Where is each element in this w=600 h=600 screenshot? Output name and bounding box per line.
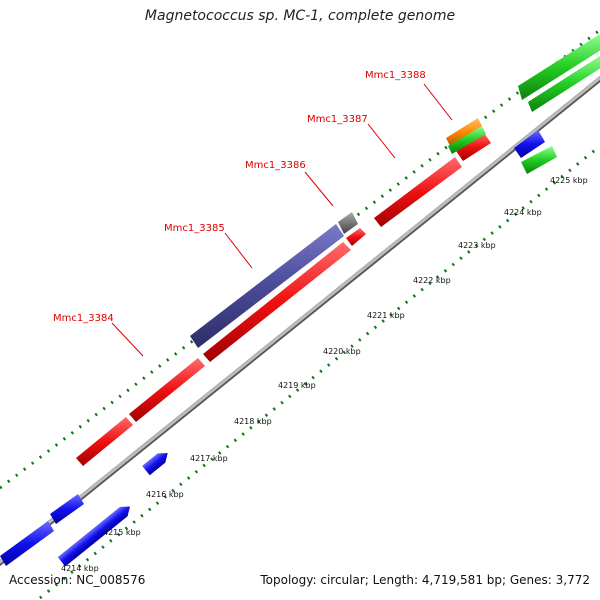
gene-label-3388: Mmc1_3388	[365, 70, 426, 81]
reverse-cds-1	[57, 506, 131, 567]
rna-green-large-1	[518, 34, 600, 100]
genome-backbone	[0, 75, 600, 567]
feature-orange	[446, 118, 482, 146]
scale-label-4221: 4221 kbp	[367, 311, 405, 320]
gene-label-3387: Mmc1_3387	[307, 114, 368, 125]
scale-label-4215: 4215 kbp	[103, 528, 141, 537]
rna-green-small	[521, 146, 557, 174]
gene-label-3386: Mmc1_3386	[245, 160, 306, 171]
scale-label-4218: 4218 kbp	[234, 417, 272, 426]
rna-green-large-2	[528, 56, 600, 112]
cds-3384a	[76, 417, 133, 466]
cds-3387	[374, 157, 462, 227]
map-title: Magnetococcus sp. MC-1, complete genome	[144, 8, 456, 24]
reverse-cds-right	[514, 130, 545, 158]
genome-summary-text: Topology: circular; Length: 4,719,581 bp…	[260, 573, 590, 587]
feature-purple	[190, 224, 344, 348]
label-leaders	[111, 83, 453, 357]
gene-label-3385: Mmc1_3385	[164, 223, 225, 234]
scale-label-4216: 4216 kbp	[146, 490, 184, 499]
scale-label-4222: 4222 kbp	[413, 276, 451, 285]
scale-label-4223: 4223 kbp	[458, 241, 496, 250]
gene-label-3384: Mmc1_3384	[53, 313, 114, 324]
feature-track	[57, 452, 168, 567]
feature-green-small	[448, 126, 486, 154]
cds-3386-small	[346, 228, 366, 246]
reverse-cds-2	[142, 452, 168, 476]
cds-3384b	[129, 358, 205, 422]
scale-label-4214: 4214 kbp	[61, 564, 99, 573]
forward-cds-track	[76, 133, 491, 466]
scale-label-4225: 4225 kbp	[550, 176, 588, 185]
feature-gray	[338, 212, 358, 234]
scale-label-4220: 4220 kbp	[323, 347, 361, 356]
accession-text: Accession: NC_008576	[9, 573, 146, 587]
scale-label-4224: 4224 kbp	[504, 208, 542, 217]
scale-label-4219: 4219 kbp	[278, 381, 316, 390]
cds-3385	[203, 242, 351, 362]
cds-3388	[456, 133, 491, 161]
reverse-cds-bottom-2	[50, 494, 84, 524]
scale-label-4217: 4217 kbp	[190, 454, 228, 463]
reverse-cds-bottom-1	[0, 521, 54, 566]
